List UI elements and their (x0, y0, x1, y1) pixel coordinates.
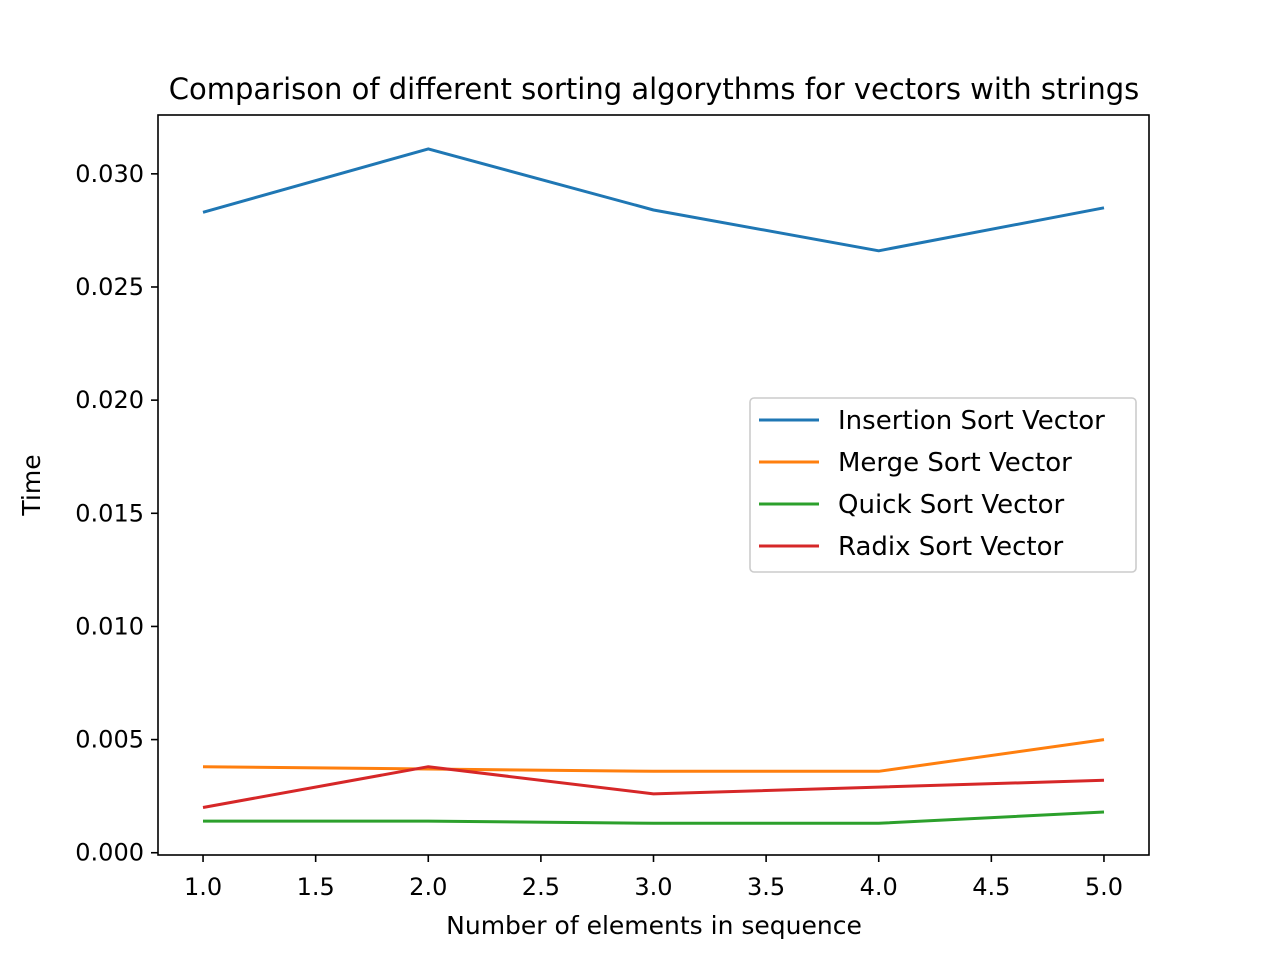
x-tick-label: 2.0 (409, 873, 447, 901)
y-tick-label: 0.000 (75, 839, 144, 867)
x-tick-label: 1.5 (297, 873, 335, 901)
legend-label: Quick Sort Vector (838, 490, 1065, 520)
series-line-merge-sort-vector (202, 738, 1105, 773)
x-tick-label: 3.0 (634, 873, 672, 901)
y-tick-label: 0.020 (75, 386, 144, 414)
y-tick-label: 0.030 (75, 160, 144, 188)
series-line-insertion-sort-vector (202, 147, 1105, 253)
x-axis-label: Number of elements in sequence (446, 911, 862, 940)
legend-label: Radix Sort Vector (838, 532, 1064, 562)
x-tick-label: 3.5 (747, 873, 785, 901)
legend: Insertion Sort Vector Merge Sort Vector Qu… (749, 397, 1137, 573)
y-axis-label: Time (17, 454, 46, 516)
y-tick-label: 0.015 (75, 499, 144, 527)
plot-area-frame (157, 114, 1150, 856)
y-tick-label: 0.025 (75, 273, 144, 301)
series-line-quick-sort-vector (203, 810, 1105, 825)
x-tick-label: 2.5 (522, 873, 560, 901)
series-layer (202, 147, 1105, 825)
x-tick-label: 1.0 (184, 873, 222, 901)
x-tick-label: 4.0 (860, 873, 898, 901)
series-line-radix-sort-vector (202, 765, 1105, 809)
x-tick-label: 4.5 (972, 873, 1010, 901)
y-tick-label: 0.005 (75, 726, 144, 754)
x-tick-label: 5.0 (1085, 873, 1123, 901)
y-tick-label: 0.010 (75, 612, 144, 640)
chart-title: Comparison of different sorting algoryth… (169, 72, 1140, 106)
ticks-layer: 1.0 1.5 2.0 2.5 3.0 3.5 4.0 4.5 5.0 0.000 0.005 0.0… (75, 160, 1123, 901)
legend-box (749, 397, 1137, 573)
legend-label: Merge Sort Vector (838, 448, 1072, 478)
legend-label: Insertion Sort Vector (838, 406, 1105, 436)
